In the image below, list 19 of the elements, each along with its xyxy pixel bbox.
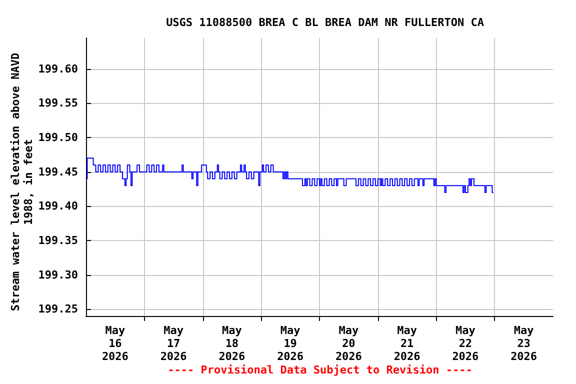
x-tick-label: May 19 2026 xyxy=(277,324,304,363)
x-tick-label: May 22 2026 xyxy=(452,324,480,363)
y-tick-label: 199.40 xyxy=(38,200,78,213)
chart-title: USGS 11088500 BREA C BL BREA DAM NR FULLERTON CA xyxy=(166,16,484,29)
y-tick-label: 199.35 xyxy=(38,234,78,247)
x-tick-label: May 21 2026 xyxy=(394,324,421,363)
y-tick-label: 199.60 xyxy=(38,62,78,76)
y-tick-label: 199.30 xyxy=(38,268,78,282)
y-tick-label: 199.45 xyxy=(38,165,78,178)
y-axis-title: Stream water level elevation above NAVD 1988, in feet xyxy=(9,52,35,312)
x-tick-label: May 20 2026 xyxy=(335,324,362,363)
x-tick-label: May 18 2026 xyxy=(218,324,246,363)
x-tick-label: May 17 2026 xyxy=(160,324,188,363)
y-tick-label: 199.25 xyxy=(38,302,78,316)
y-tick-label: 199.50 xyxy=(38,131,78,144)
x-tick-label: May 23 2026 xyxy=(510,324,538,363)
y-tick-label: 199.55 xyxy=(38,96,78,110)
text: ---- Provisional Data Subject to Revision ---- xyxy=(168,364,472,376)
x-tick-label: May 16 2026 xyxy=(102,324,129,363)
